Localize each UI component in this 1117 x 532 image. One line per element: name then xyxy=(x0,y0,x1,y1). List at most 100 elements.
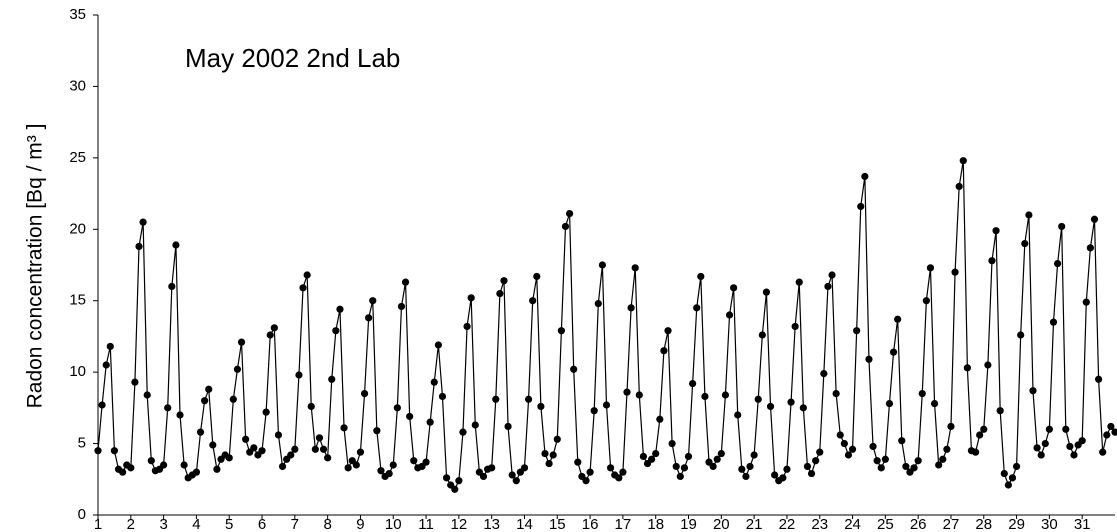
data-point xyxy=(225,454,233,462)
data-point xyxy=(795,278,803,286)
data-line xyxy=(97,160,1116,491)
data-point xyxy=(250,444,258,452)
data-point xyxy=(980,425,988,433)
data-point xyxy=(180,461,188,469)
data-point xyxy=(168,282,176,291)
data-point xyxy=(746,462,754,471)
y-tick-label: 10 xyxy=(69,363,86,380)
data-point xyxy=(857,202,865,211)
data-point xyxy=(848,445,857,453)
data-point xyxy=(553,435,561,443)
data-point xyxy=(1004,481,1012,489)
x-tick-label: 11 xyxy=(418,516,434,532)
data-point xyxy=(401,278,410,286)
data-point xyxy=(750,451,758,459)
x-tick-label: 8 xyxy=(323,516,331,532)
data-point xyxy=(664,327,672,335)
data-point xyxy=(943,445,951,453)
data-point xyxy=(910,464,918,472)
data-point xyxy=(816,448,824,456)
data-point xyxy=(496,289,504,298)
data-point xyxy=(119,468,127,476)
data-point xyxy=(619,468,627,476)
data-point xyxy=(315,434,324,442)
data-point xyxy=(467,294,475,302)
data-point xyxy=(291,445,299,453)
data-point xyxy=(693,304,701,312)
data-point xyxy=(607,464,615,472)
data-point xyxy=(287,451,295,459)
data-point xyxy=(500,277,508,285)
x-tick-label: 17 xyxy=(615,516,632,532)
data-point xyxy=(684,452,693,461)
data-point xyxy=(365,314,373,322)
data-point xyxy=(385,469,393,478)
data-point xyxy=(110,447,119,455)
data-point xyxy=(959,157,967,165)
data-point xyxy=(1017,331,1025,339)
data-point xyxy=(594,299,602,308)
data-point xyxy=(799,404,807,412)
data-point xyxy=(512,477,520,485)
data-point xyxy=(336,305,344,313)
data-point xyxy=(410,457,418,465)
data-point xyxy=(426,418,434,426)
data-point xyxy=(442,474,451,482)
data-point xyxy=(885,399,894,408)
data-point xyxy=(209,441,217,449)
x-tick-label: 26 xyxy=(910,516,927,532)
data-point xyxy=(492,395,500,403)
data-point xyxy=(680,464,689,472)
data-point xyxy=(541,449,549,458)
chart-annotation: May 2002 2nd Lab xyxy=(185,43,400,73)
data-point xyxy=(947,422,955,431)
y-axis-label: Radon concentration [Bq / m³ ] xyxy=(24,124,47,409)
data-point xyxy=(709,462,717,471)
data-point xyxy=(324,454,332,462)
data-point xyxy=(463,322,471,331)
data-point xyxy=(422,458,430,466)
data-point xyxy=(971,448,980,456)
data-point xyxy=(873,457,881,465)
data-point xyxy=(139,218,147,226)
data-point xyxy=(270,324,278,332)
x-tick-label: 16 xyxy=(582,516,599,532)
data-point xyxy=(196,428,205,436)
data-point xyxy=(648,455,656,463)
data-point xyxy=(902,462,910,471)
x-tick-label: 15 xyxy=(549,516,566,532)
x-tick-label: 2 xyxy=(127,516,135,532)
data-point xyxy=(955,182,963,191)
x-tick-label: 6 xyxy=(258,516,266,532)
y-tick-label: 20 xyxy=(69,220,86,237)
x-tick-label: 7 xyxy=(291,516,299,532)
data-point xyxy=(1078,437,1086,445)
data-point xyxy=(176,411,184,419)
data-point xyxy=(717,449,725,458)
x-tick-label: 27 xyxy=(943,516,960,532)
data-point xyxy=(926,264,935,272)
data-point xyxy=(537,402,545,411)
data-point xyxy=(1041,439,1049,448)
data-point xyxy=(1045,425,1053,433)
data-point xyxy=(807,469,816,478)
data-point xyxy=(730,284,738,292)
data-point xyxy=(266,331,274,339)
data-point xyxy=(1086,244,1094,252)
data-point xyxy=(549,451,557,459)
data-point xyxy=(160,461,168,469)
data-point xyxy=(561,222,570,231)
data-point xyxy=(1094,375,1103,383)
data-point xyxy=(1103,431,1111,439)
data-point xyxy=(762,288,771,296)
data-point xyxy=(557,327,565,335)
data-point xyxy=(471,421,479,429)
data-point xyxy=(1111,428,1117,436)
data-point xyxy=(779,474,787,482)
data-point xyxy=(742,472,750,481)
x-tick-label: 12 xyxy=(451,516,468,532)
data-point xyxy=(988,257,996,265)
data-point xyxy=(922,297,930,305)
x-tick-label: 22 xyxy=(779,516,796,532)
